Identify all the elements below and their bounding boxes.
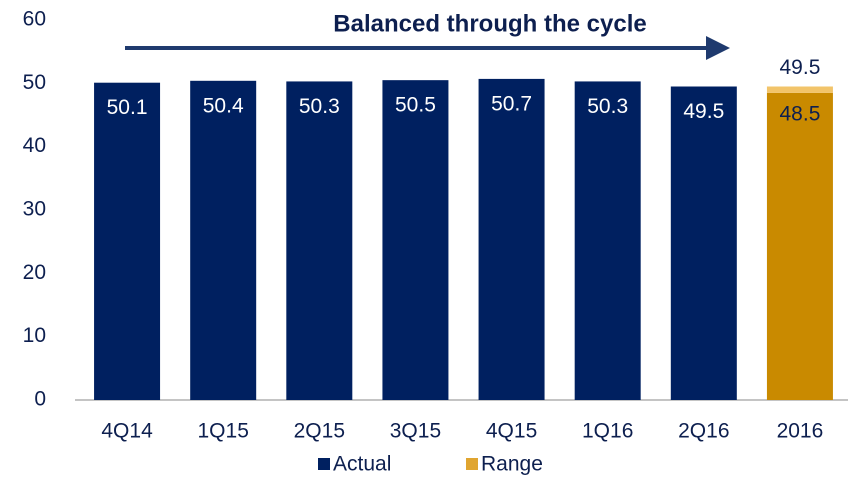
y-tick-label: 50 — [23, 71, 46, 94]
value-label: 50.3 — [299, 95, 340, 118]
value-label: 49.5 — [683, 100, 724, 123]
legend-swatch — [466, 458, 478, 470]
value-label: 49.5 — [780, 56, 821, 79]
bar — [286, 81, 353, 400]
value-label: 50.4 — [203, 94, 244, 117]
legend-swatch — [318, 458, 330, 470]
x-tick-label: 2016 — [777, 420, 824, 443]
bar — [574, 81, 641, 400]
x-tick-label: 4Q15 — [486, 420, 537, 443]
bar — [190, 80, 257, 401]
x-tick-label: 1Q16 — [582, 420, 633, 443]
range-bar-low — [766, 92, 833, 400]
y-tick-label: 60 — [23, 8, 46, 31]
value-label: 50.7 — [491, 92, 532, 115]
x-tick-label: 2Q15 — [294, 420, 345, 443]
value-label: 48.5 — [780, 102, 821, 125]
x-tick-label: 3Q15 — [390, 420, 441, 443]
value-label: 50.5 — [395, 94, 436, 117]
y-tick-label: 30 — [23, 198, 46, 221]
y-tick-label: 0 — [34, 388, 46, 411]
bar — [94, 82, 161, 400]
y-tick-label: 20 — [23, 261, 46, 284]
x-tick-label: 4Q14 — [101, 420, 153, 443]
bar — [382, 80, 449, 401]
range-bar-high — [766, 86, 833, 93]
value-label: 50.3 — [587, 95, 628, 118]
bar — [478, 78, 545, 401]
legend-label: Range — [481, 453, 543, 476]
y-tick-label: 40 — [23, 134, 46, 157]
bar — [670, 86, 737, 400]
legend-label: Actual — [333, 453, 391, 476]
chart-title: Balanced through the cycle — [333, 10, 646, 37]
value-label: 50.1 — [107, 96, 148, 119]
y-tick-label: 10 — [23, 324, 46, 347]
x-tick-label: 1Q15 — [198, 420, 249, 443]
x-tick-label: 2Q16 — [678, 420, 729, 443]
